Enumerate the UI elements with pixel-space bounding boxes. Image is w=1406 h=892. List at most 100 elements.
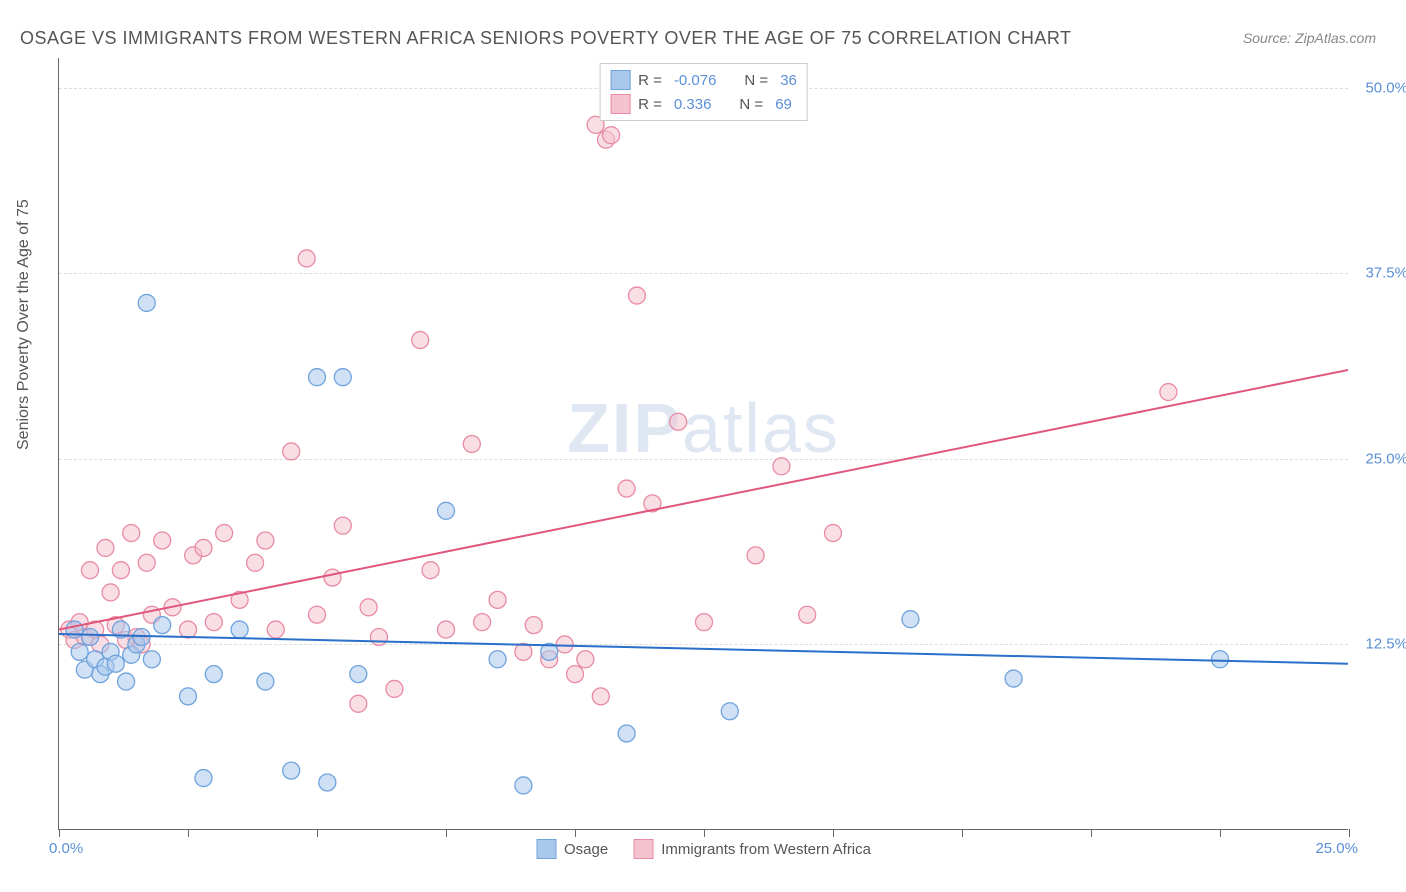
legend-label-osage: Osage <box>564 841 608 858</box>
data-point <box>283 762 300 779</box>
data-point <box>112 562 129 579</box>
data-point <box>195 539 212 556</box>
data-point <box>205 666 222 683</box>
r-value-immigrants: 0.336 <box>674 96 712 113</box>
data-point <box>334 369 351 386</box>
data-point <box>618 480 635 497</box>
data-point <box>670 413 687 430</box>
x-tick <box>188 829 189 837</box>
data-point <box>412 332 429 349</box>
x-tick <box>317 829 318 837</box>
data-point <box>350 666 367 683</box>
data-point <box>696 614 713 631</box>
data-point <box>247 554 264 571</box>
data-point <box>773 458 790 475</box>
x-tick <box>446 829 447 837</box>
x-tick <box>1220 829 1221 837</box>
n-value-osage: 36 <box>780 72 797 89</box>
legend-row-immigrants: R = 0.336 N = 69 <box>610 92 797 116</box>
data-point <box>489 591 506 608</box>
data-point <box>603 127 620 144</box>
legend-item-immigrants: Immigrants from Western Africa <box>633 839 871 859</box>
data-point <box>1160 384 1177 401</box>
data-point <box>825 525 842 542</box>
data-point <box>438 502 455 519</box>
x-axis-max-label: 25.0% <box>1315 840 1358 857</box>
source-attribution: Source: ZipAtlas.com <box>1243 30 1376 46</box>
y-tick-label: 12.5% <box>1365 636 1406 653</box>
legend-swatch-osage <box>536 839 556 859</box>
data-point <box>123 525 140 542</box>
correlation-legend: R = -0.076 N = 36 R = 0.336 N = 69 <box>599 63 808 121</box>
data-point <box>902 611 919 628</box>
data-point <box>81 629 98 646</box>
legend-label-immigrants: Immigrants from Western Africa <box>661 841 871 858</box>
x-axis-min-label: 0.0% <box>49 840 83 857</box>
data-point <box>567 666 584 683</box>
data-point <box>489 651 506 668</box>
data-point <box>438 621 455 638</box>
n-label: N = <box>739 96 763 113</box>
chart-container: OSAGE VS IMMIGRANTS FROM WESTERN AFRICA … <box>0 0 1406 892</box>
data-point <box>628 287 645 304</box>
data-point <box>618 725 635 742</box>
data-point <box>309 606 326 623</box>
data-point <box>143 651 160 668</box>
series-legend: Osage Immigrants from Western Africa <box>536 839 871 859</box>
data-point <box>180 621 197 638</box>
x-tick <box>1349 829 1350 837</box>
legend-item-osage: Osage <box>536 839 608 859</box>
data-point <box>474 614 491 631</box>
x-tick <box>833 829 834 837</box>
x-tick <box>962 829 963 837</box>
data-point <box>205 614 222 631</box>
r-label: R = <box>638 96 662 113</box>
data-point <box>257 532 274 549</box>
data-point <box>556 636 573 653</box>
x-tick <box>575 829 576 837</box>
data-point <box>386 680 403 697</box>
chart-svg <box>59 58 1348 829</box>
data-point <box>66 621 83 638</box>
legend-swatch-immigrants <box>610 94 630 114</box>
data-point <box>298 250 315 267</box>
y-tick-label: 25.0% <box>1365 450 1406 467</box>
data-point <box>154 617 171 634</box>
data-point <box>799 606 816 623</box>
data-point <box>319 774 336 791</box>
data-point <box>370 629 387 646</box>
data-point <box>309 369 326 386</box>
plot-area: ZIPatlas R = -0.076 N = 36 R = 0.336 N =… <box>58 58 1348 830</box>
x-tick <box>704 829 705 837</box>
legend-row-osage: R = -0.076 N = 36 <box>610 68 797 92</box>
data-point <box>592 688 609 705</box>
data-point <box>71 643 88 660</box>
y-axis-label: Seniors Poverty Over the Age of 75 <box>15 199 33 450</box>
x-tick <box>59 829 60 837</box>
data-point <box>81 562 98 579</box>
r-value-osage: -0.076 <box>674 72 717 89</box>
regression-line <box>59 634 1348 664</box>
data-point <box>747 547 764 564</box>
data-point <box>350 695 367 712</box>
chart-title: OSAGE VS IMMIGRANTS FROM WESTERN AFRICA … <box>20 28 1072 49</box>
data-point <box>324 569 341 586</box>
data-point <box>360 599 377 616</box>
data-point <box>231 621 248 638</box>
data-point <box>257 673 274 690</box>
data-point <box>195 770 212 787</box>
regression-line <box>59 370 1348 630</box>
data-point <box>721 703 738 720</box>
data-point <box>180 688 197 705</box>
y-tick-label: 37.5% <box>1365 265 1406 282</box>
y-tick-label: 50.0% <box>1365 79 1406 96</box>
data-point <box>154 532 171 549</box>
data-point <box>515 643 532 660</box>
data-point <box>107 655 124 672</box>
data-point <box>283 443 300 460</box>
data-point <box>102 584 119 601</box>
r-label: R = <box>638 72 662 89</box>
data-point <box>1212 651 1229 668</box>
data-point <box>138 554 155 571</box>
data-point <box>515 777 532 794</box>
